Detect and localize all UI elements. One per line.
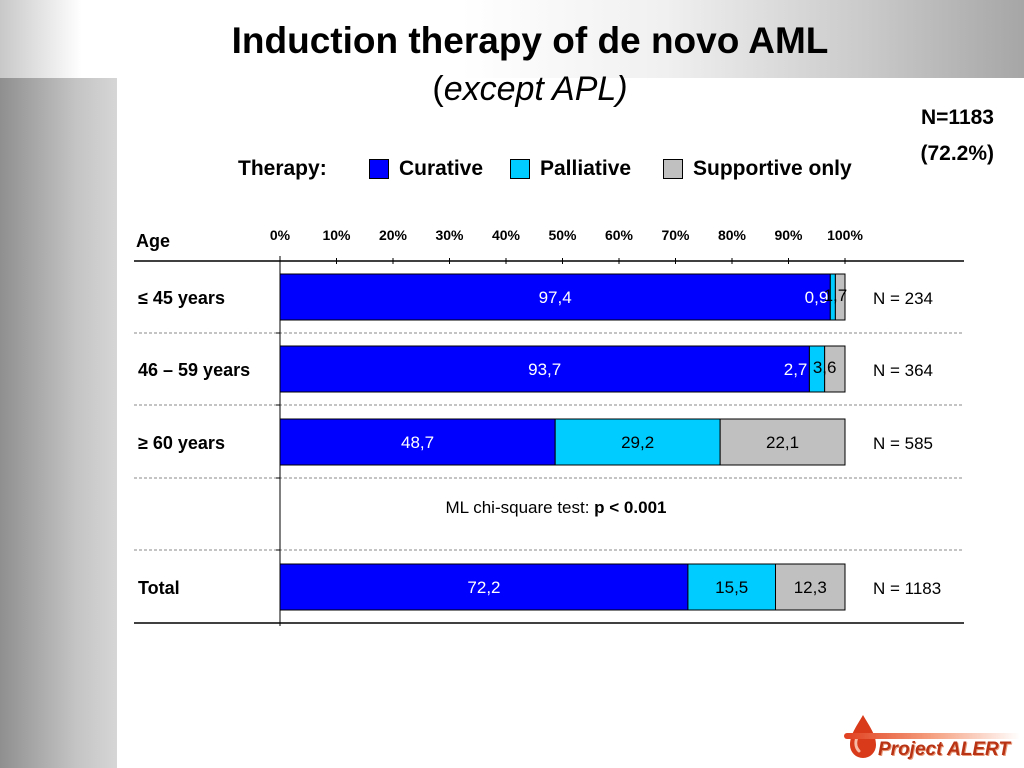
row-n-label: N = 585 [873,434,933,453]
bar-segment-curative [279,418,556,466]
bar-segment-supportive-only [834,273,846,321]
x-tick-label: 70% [661,227,690,243]
subtitle-open-paren: ( [432,70,444,108]
bar-segment-supportive-only [775,563,846,611]
logo-swoosh [844,733,1020,739]
data-label: 1,7 [824,286,848,305]
data-label: 0,9 [805,288,829,307]
x-tick-label: 30% [435,227,464,243]
total-pct: (72.2%) [920,142,994,165]
row-n-label: N = 364 [873,361,933,380]
annotation-prefix: ML chi-square test: [446,498,595,517]
bar-segment-curative [279,563,689,611]
bar-segment-palliative [554,418,721,466]
row-n-label: N = 1183 [873,579,941,598]
total-count-box: N=1183 (72.2%) [920,100,994,172]
bar-segment-supportive-only [719,418,846,466]
legend-swatch-curative [369,159,389,179]
bar-segment-curative [279,345,810,393]
category-label: ≤ 45 years [138,288,225,308]
row-header-label: Age [136,231,170,251]
bar-segment-curative [279,273,831,321]
data-label: 93,7 [528,360,561,379]
annotation-p-value: p < 0.001 [594,498,666,517]
legend-item-curative: Curative [399,157,484,180]
row-n-label: N = 234 [873,289,933,308]
x-tick-label: 0% [270,227,291,243]
data-label: 97,4 [539,288,572,307]
data-label: 3,6 [813,358,837,377]
data-label: 2,7 [784,360,808,379]
x-tick-label: 100% [827,227,863,243]
x-tick-label: 60% [605,227,634,243]
data-label: 15,5 [715,578,748,597]
x-tick-label: 40% [492,227,521,243]
legend-swatch-supportive [663,159,683,179]
data-label: 48,7 [401,433,434,452]
x-tick-label: 10% [322,227,351,243]
data-label: 72,2 [467,578,500,597]
x-tick-label: 90% [774,227,803,243]
project-alert-logo: Project ALERT [842,713,1022,765]
category-label: ≥ 60 years [138,433,225,453]
data-label: 29,2 [621,433,654,452]
legend-item-supportive: Supportive only [693,157,852,180]
category-label: Total [138,578,180,598]
legend-item-palliative: Palliative [540,157,632,180]
legend-label: Therapy: [238,157,327,180]
data-label: 12,3 [794,578,827,597]
page-title: Induction therapy of de novo AML [231,20,829,61]
logo-text: Project ALERT [878,739,1010,760]
legend-swatch-palliative [510,159,530,179]
page-subtitle: (except APL) [0,70,1024,109]
subtitle-italic: except APL) [443,70,628,108]
x-tick-label: 20% [379,227,408,243]
bar-segment-palliative [687,563,777,611]
chi-square-annotation: ML chi-square test: p < 0.001 [446,498,667,517]
bar-segment-supportive-only [824,345,846,393]
left-gradient-band [0,0,117,768]
title-gradient-band [0,0,1024,78]
x-tick-label: 50% [548,227,577,243]
total-n: N=1183 [921,106,994,129]
category-label: 46 – 59 years [138,360,250,380]
data-label: 22,1 [766,433,799,452]
x-tick-label: 80% [718,227,747,243]
